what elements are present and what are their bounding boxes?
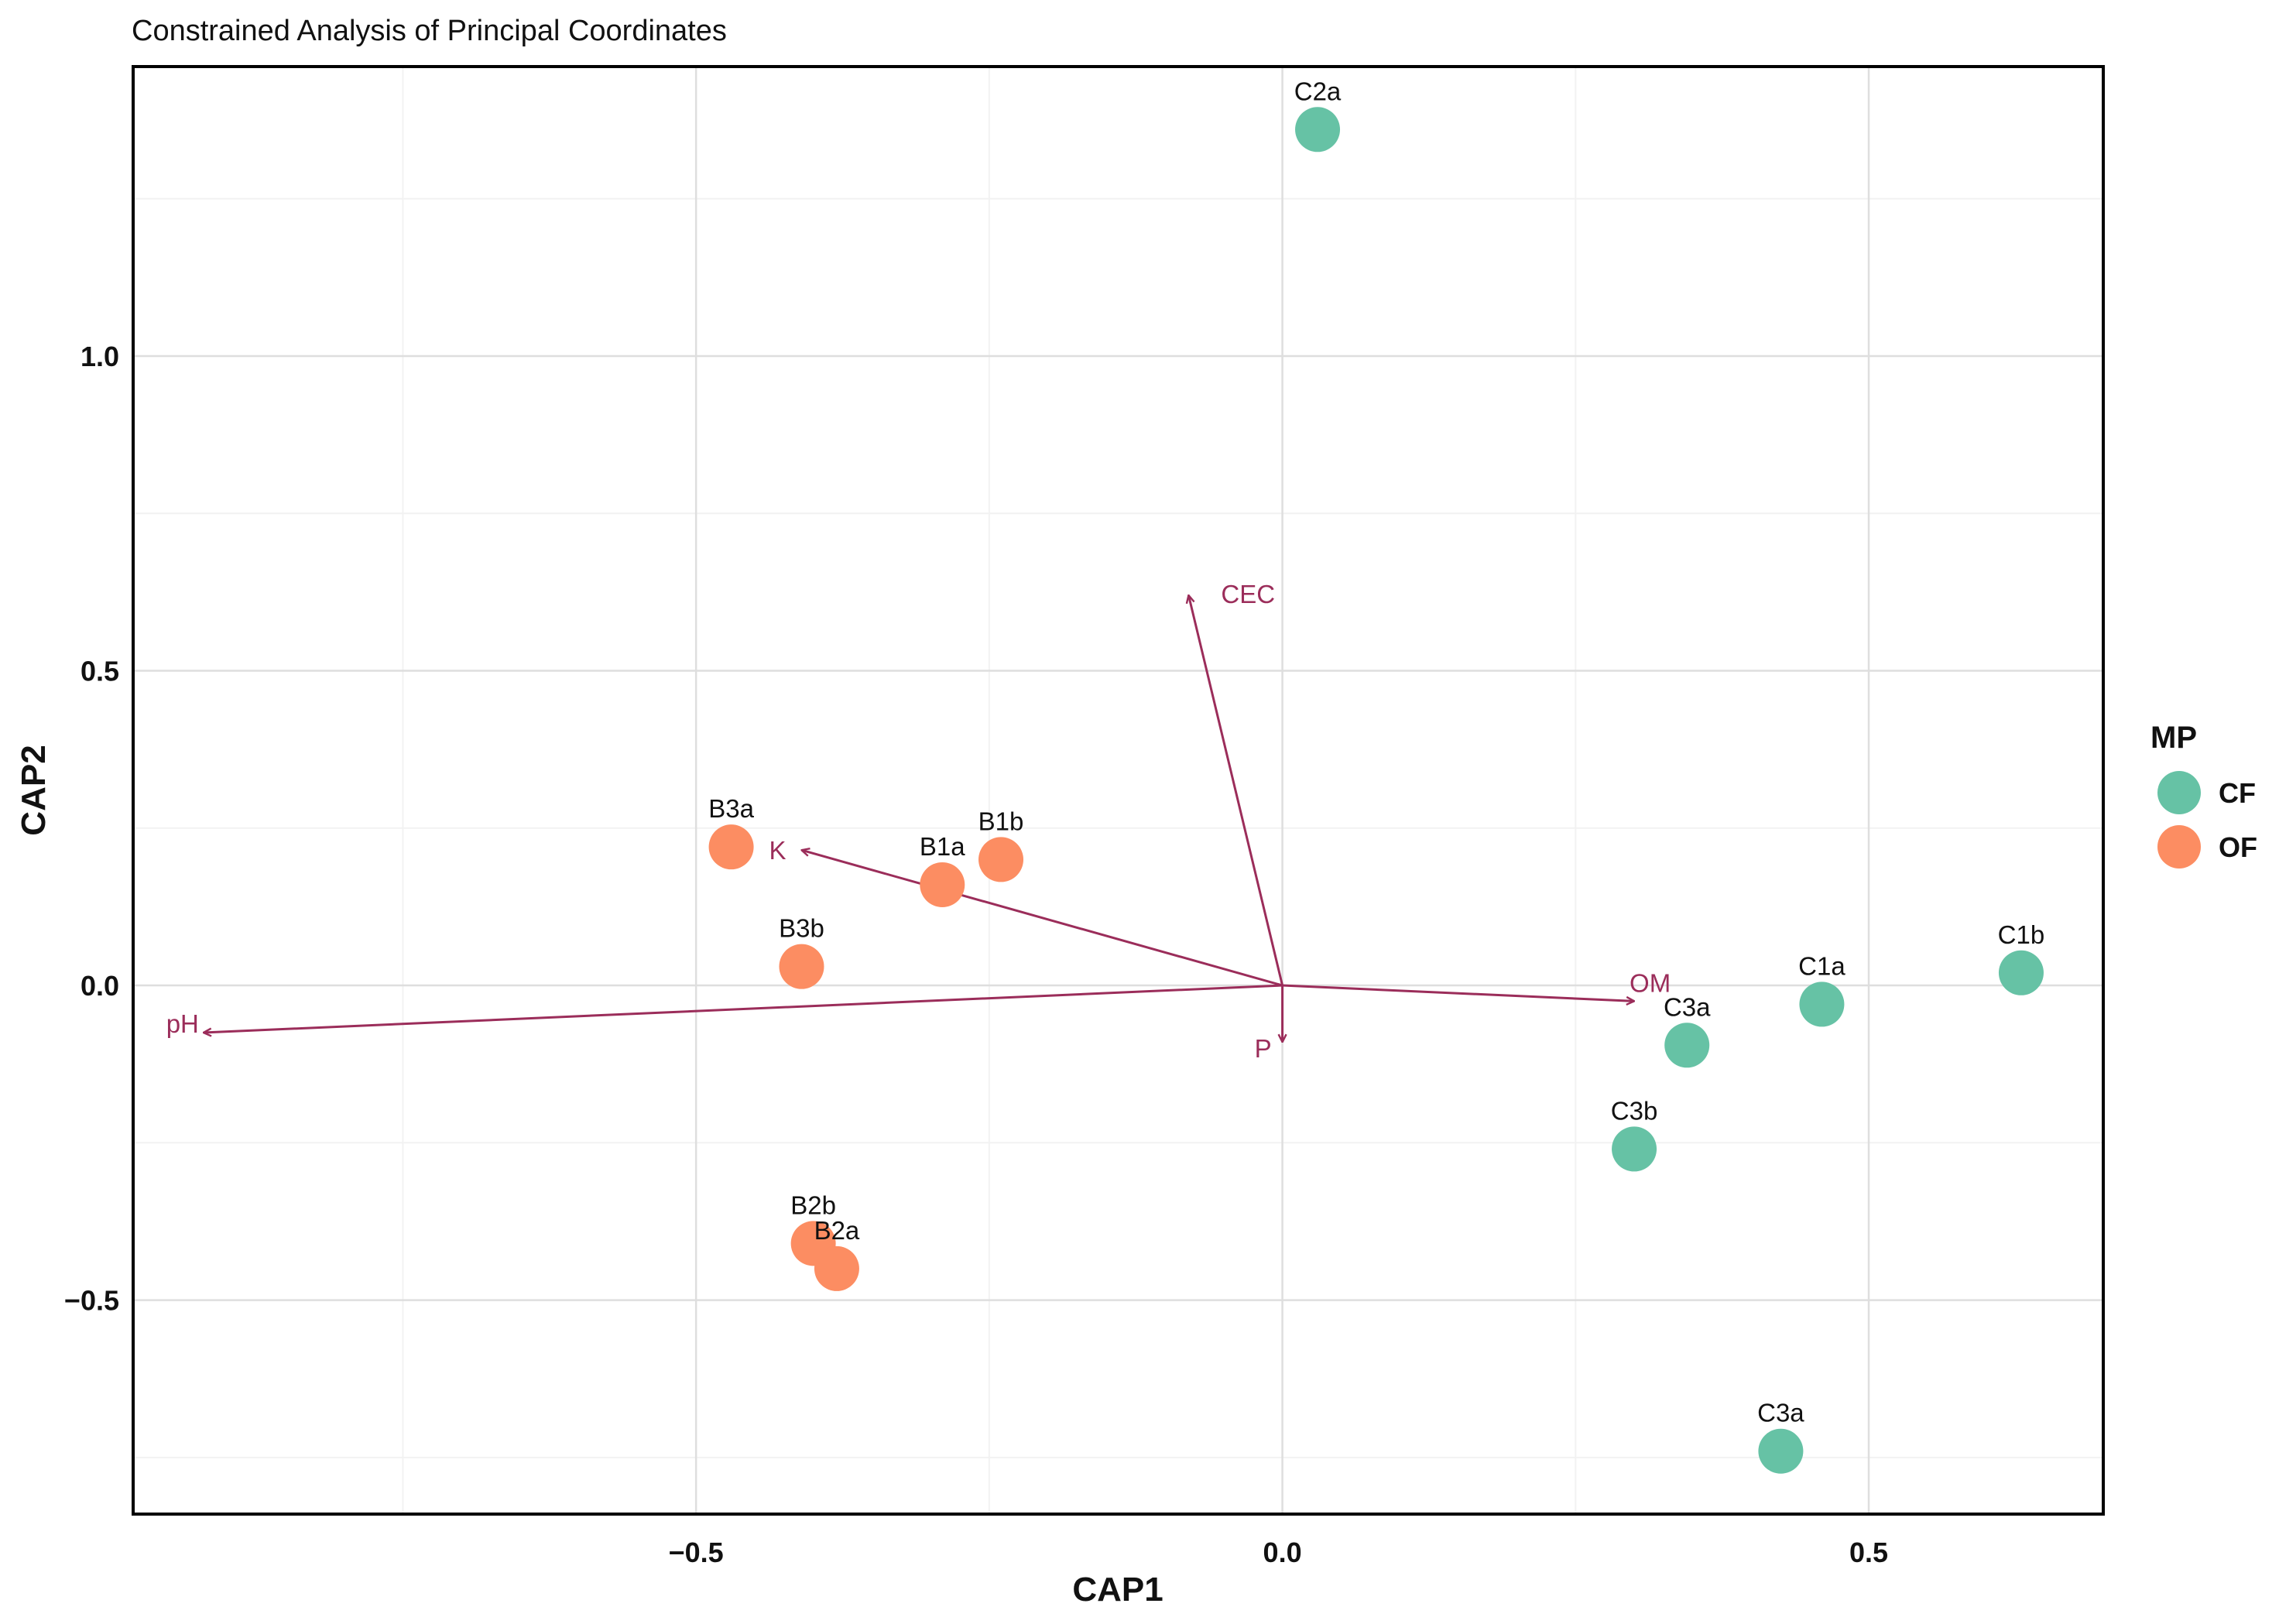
arrow-om [1282,984,1634,1001]
point-c1b [1998,950,2044,995]
point-label-c3a: C3a [1664,992,1711,1021]
legend-entries: CF OF [2157,771,2257,869]
point-c3a [1758,1428,1804,1474]
y-tick-label: 0.0 [81,970,119,1002]
grid-layer [133,67,2103,1514]
arrow-cec [1188,595,1284,986]
y-tick-label: 0.5 [81,656,119,687]
arrow-label-p: P [1255,1034,1272,1063]
plot-border [132,65,2105,1516]
point-b2a [814,1245,859,1291]
point-label-b1a: B1a [920,832,965,861]
x-tick-label: 0.0 [1263,1537,1302,1568]
point-label-b3b: B3b [779,914,824,943]
point-c3a [1664,1023,1710,1068]
y-tick-label: 1.0 [81,341,119,372]
point-label-c1a: C1a [1798,951,1845,980]
point-label-b2b: B2b [790,1191,836,1219]
point-label-c2a: C2a [1294,77,1342,105]
legend-label-cf: CF [2219,777,2256,809]
point-label-c1b: C1b [1998,920,2045,949]
arrow-k [801,850,1283,987]
point-b3a [708,824,754,870]
legend: MP CF OF [2150,721,2257,869]
y-tick-label: −0.5 [64,1285,119,1317]
arrow-ph [204,984,1283,1033]
legend-title: MP [2150,721,2197,755]
x-axis-title: CAP1 [1072,1571,1163,1609]
arrow-label-cec: CEC [1221,580,1275,608]
point-b1b [978,837,1024,882]
point-c3b [1612,1126,1657,1172]
point-b3b [779,944,824,989]
point-label-c3a: C3a [1757,1399,1804,1427]
label-layer: CEC K OM pH P C2a C1b C1a C3a C3b C3a B3a B1b B1a B3b B… [166,77,2045,1427]
legend-label-of: OF [2219,831,2257,863]
point-layer [708,107,2044,1474]
legend-key-cf [2157,771,2201,814]
point-label-b1b: B1b [978,807,1024,835]
arrow-layer [204,595,1634,1042]
legend-key-of [2157,825,2201,869]
x-tick-label: −0.5 [669,1537,724,1568]
point-label-c3b: C3b [1611,1096,1658,1125]
point-b1a [920,862,965,907]
arrow-label-om: OM [1630,968,1671,997]
point-c1a [1799,982,1845,1027]
tick-layer: −0.5 0.0 0.5 −0.5 0.0 0.5 1.0 [64,341,1888,1568]
chart-title: Constrained Analysis of Principal Coordi… [132,15,727,47]
arrow-label-k: K [769,836,786,865]
y-axis-title: CAP2 [15,745,53,835]
point-c2a [1295,107,1341,152]
x-tick-label: 0.5 [1849,1537,1888,1568]
point-label-b3a: B3a [708,794,754,823]
arrow-label-ph: pH [166,1009,199,1038]
point-label-b2a: B2a [814,1216,860,1245]
